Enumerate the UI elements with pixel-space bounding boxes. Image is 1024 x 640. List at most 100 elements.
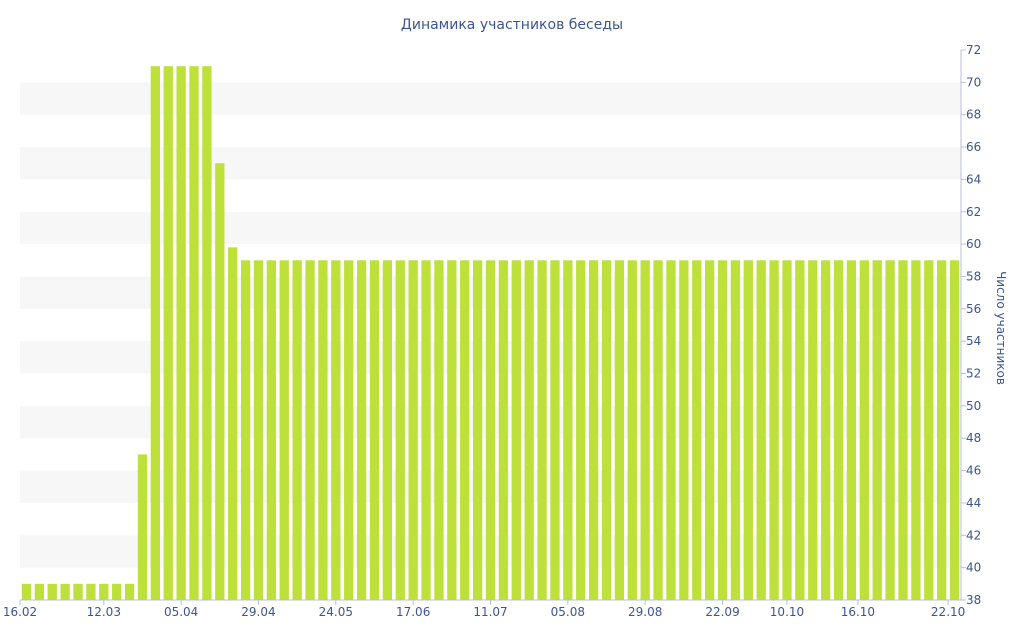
bar — [601, 260, 612, 600]
bar — [21, 583, 32, 600]
bar — [163, 66, 173, 601]
bar — [692, 260, 702, 600]
y-tick-label: 42 — [966, 528, 981, 542]
bar — [782, 260, 792, 600]
x-tick-label: 11.07 — [473, 605, 507, 619]
y-axis-title: Число участников — [994, 271, 1008, 385]
bar — [588, 260, 599, 600]
y-tick-label: 62 — [966, 205, 981, 219]
y-tick-label: 48 — [966, 431, 981, 445]
bar — [34, 583, 44, 600]
y-tick-label: 50 — [966, 399, 981, 413]
bar — [434, 260, 444, 600]
y-tick-label: 54 — [966, 334, 981, 348]
x-tick-label: 17.06 — [396, 605, 430, 619]
bar — [112, 583, 122, 600]
bar — [821, 260, 831, 600]
bar — [228, 247, 238, 600]
bar — [356, 260, 367, 600]
bar — [859, 260, 869, 600]
bar — [421, 260, 431, 600]
x-tick-label: 24.05 — [319, 605, 353, 619]
bar — [382, 260, 393, 600]
bar — [795, 260, 805, 600]
y-tick-label: 56 — [966, 302, 981, 316]
y-axis: 38 40 42 44 46 48 50 52 54 56 58 60 62 64 66 68 70 72 — [960, 43, 981, 607]
x-tick-label: 29.08 — [628, 605, 662, 619]
bar — [756, 260, 766, 600]
bar — [318, 260, 328, 600]
bar — [240, 260, 251, 600]
bar — [292, 260, 302, 600]
bar — [485, 260, 496, 600]
y-tick-label: 72 — [966, 43, 981, 57]
bar — [666, 260, 676, 600]
bar — [911, 260, 921, 600]
y-tick-label: 38 — [966, 593, 981, 607]
y-tick-label: 40 — [966, 561, 981, 575]
bar — [898, 260, 908, 600]
bar — [99, 583, 109, 600]
bar — [202, 66, 212, 601]
grid-band — [20, 211, 961, 245]
bar — [653, 260, 663, 600]
bar — [846, 260, 857, 600]
x-tick-label: 10.10 — [770, 605, 804, 619]
y-tick-label: 46 — [966, 464, 981, 478]
x-tick-label: 05.08 — [551, 605, 585, 619]
bar — [924, 260, 934, 600]
bar — [266, 260, 276, 600]
bar — [705, 260, 715, 600]
bar — [640, 260, 650, 600]
x-tick-label: 22.10 — [931, 605, 965, 619]
bar — [137, 454, 148, 600]
bar — [408, 260, 418, 600]
chart-title: Динамика участников беседы — [401, 17, 623, 33]
bar — [833, 260, 844, 600]
bar — [150, 66, 160, 601]
bar — [498, 260, 509, 600]
bar — [331, 260, 341, 600]
bar — [511, 260, 521, 600]
x-tick-label: 16.02 — [3, 605, 37, 619]
bar — [215, 163, 225, 601]
bar — [937, 260, 947, 600]
bar — [305, 260, 315, 600]
y-tick-label: 58 — [966, 269, 981, 283]
bar — [679, 260, 689, 600]
bar — [86, 583, 96, 600]
x-tick-label: 05.04 — [164, 605, 198, 619]
y-tick-label: 68 — [966, 108, 981, 122]
y-tick-label: 60 — [966, 237, 981, 251]
bar — [614, 260, 625, 600]
y-tick-label: 66 — [966, 140, 981, 154]
bar — [563, 260, 573, 600]
x-tick-label: 12.03 — [87, 605, 121, 619]
bar — [872, 260, 882, 600]
grid-band — [20, 147, 961, 180]
bar — [124, 583, 135, 600]
bar — [576, 260, 586, 600]
bar — [73, 583, 83, 600]
x-tick-label: 16.10 — [841, 605, 875, 619]
y-tick-label: 70 — [966, 75, 981, 89]
bar — [949, 260, 960, 600]
x-axis: 16.02 12.03 05.04 29.04 24.05 17.06 11.07 05.08… — [3, 599, 965, 619]
y-tick-label: 44 — [966, 496, 981, 510]
bar — [47, 583, 57, 600]
bar — [344, 260, 354, 600]
y-tick-label: 64 — [966, 172, 981, 186]
y-tick-label: 52 — [966, 367, 981, 381]
bar — [627, 260, 637, 600]
bar — [730, 260, 741, 600]
bar — [524, 260, 534, 600]
bar — [279, 260, 289, 600]
bar — [550, 260, 560, 600]
bar — [176, 66, 186, 601]
bar — [537, 260, 547, 600]
bar-series — [21, 66, 960, 601]
bar — [253, 260, 264, 600]
bar — [808, 260, 818, 600]
